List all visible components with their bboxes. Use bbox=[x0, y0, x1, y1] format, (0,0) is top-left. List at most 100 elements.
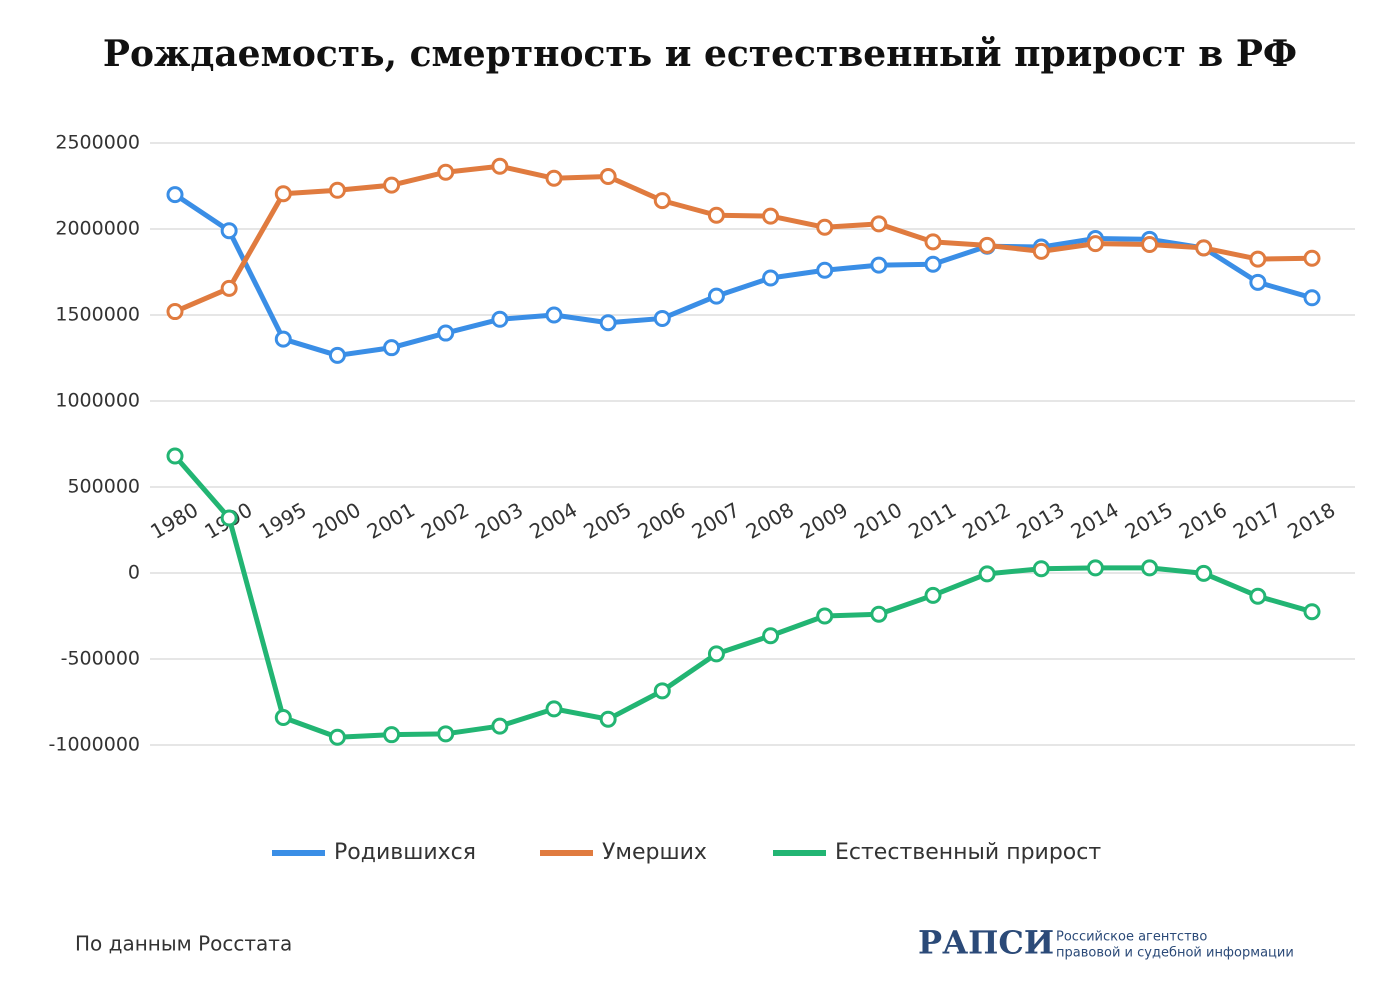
x-tick-label: 2005 bbox=[579, 498, 635, 544]
x-tick-label: 2017 bbox=[1229, 498, 1285, 544]
point bbox=[653, 682, 671, 700]
point bbox=[653, 309, 671, 327]
point bbox=[545, 700, 563, 718]
point bbox=[220, 509, 238, 527]
legend-label: Естественный прирост bbox=[835, 840, 1101, 865]
point bbox=[1303, 289, 1321, 307]
point bbox=[762, 627, 780, 645]
x-tick-label: 1980 bbox=[146, 498, 202, 544]
logo-text: Российское агентство bbox=[1056, 930, 1207, 945]
logo-text: правовой и судебной информации bbox=[1056, 946, 1294, 961]
y-tick-label: 500000 bbox=[67, 476, 140, 498]
x-tick-label: 2001 bbox=[363, 498, 419, 544]
point bbox=[274, 185, 292, 203]
point bbox=[220, 279, 238, 297]
x-tick-label: 2007 bbox=[688, 498, 744, 544]
point bbox=[924, 255, 942, 273]
point bbox=[383, 339, 401, 357]
logo: РАПСИ bbox=[918, 924, 1054, 962]
chart-title: Рождаемость, смертность и естественный п… bbox=[103, 33, 1297, 75]
point bbox=[707, 206, 725, 224]
y-tick-label: 1000000 bbox=[55, 390, 140, 412]
point bbox=[1249, 273, 1267, 291]
legend-label: Родившихся bbox=[334, 840, 476, 865]
point bbox=[762, 269, 780, 287]
x-tick-label: 2013 bbox=[1012, 498, 1068, 544]
point bbox=[599, 710, 617, 728]
point bbox=[274, 330, 292, 348]
point bbox=[1032, 242, 1050, 260]
y-tick-label: -1000000 bbox=[49, 734, 140, 756]
point bbox=[978, 565, 996, 583]
point bbox=[1086, 559, 1104, 577]
point bbox=[1032, 560, 1050, 578]
point bbox=[491, 157, 509, 175]
point bbox=[545, 169, 563, 187]
x-tick-label: 2012 bbox=[958, 498, 1014, 544]
x-tick-label: 2002 bbox=[417, 498, 473, 544]
series-line bbox=[174, 163, 1313, 314]
point bbox=[166, 447, 184, 465]
x-tick-label: 2014 bbox=[1067, 498, 1123, 544]
point bbox=[1141, 235, 1159, 253]
point bbox=[328, 346, 346, 364]
legend-label: Умерших bbox=[602, 840, 707, 865]
x-tick-label: 2008 bbox=[742, 498, 798, 544]
x-tick-label: 2006 bbox=[633, 498, 689, 544]
x-tick-label: 2018 bbox=[1283, 498, 1339, 544]
y-tick-label: -500000 bbox=[61, 648, 140, 670]
point bbox=[220, 222, 238, 240]
point bbox=[1303, 249, 1321, 267]
point bbox=[816, 261, 834, 279]
point bbox=[437, 324, 455, 342]
point bbox=[816, 607, 834, 625]
point bbox=[599, 314, 617, 332]
point bbox=[599, 168, 617, 186]
point bbox=[653, 192, 671, 210]
point bbox=[1195, 239, 1213, 257]
x-tick-label: 2000 bbox=[309, 498, 365, 544]
point bbox=[1303, 603, 1321, 621]
series-line bbox=[173, 454, 1313, 740]
point bbox=[383, 726, 401, 744]
point bbox=[762, 207, 780, 225]
x-tick-label: 2010 bbox=[850, 498, 906, 544]
source: По данным Росстата bbox=[75, 932, 292, 956]
y-tick-label: 2500000 bbox=[55, 132, 140, 154]
x-tick-label: 2004 bbox=[525, 498, 581, 544]
point bbox=[924, 233, 942, 251]
y-tick-label: 0 bbox=[128, 562, 140, 584]
point bbox=[1086, 235, 1104, 253]
point bbox=[924, 586, 942, 604]
point bbox=[707, 645, 725, 663]
y-tick-label: 2000000 bbox=[55, 218, 140, 240]
point bbox=[491, 310, 509, 328]
point bbox=[1249, 250, 1267, 268]
point bbox=[1141, 559, 1159, 577]
point bbox=[707, 287, 725, 305]
x-tick-label: 2003 bbox=[471, 498, 527, 544]
point bbox=[816, 218, 834, 236]
point bbox=[1249, 587, 1267, 605]
point bbox=[383, 176, 401, 194]
point bbox=[166, 303, 184, 321]
point bbox=[870, 256, 888, 274]
point bbox=[870, 215, 888, 233]
point bbox=[491, 717, 509, 735]
x-tick-label: 1995 bbox=[254, 498, 310, 544]
x-tick-label: 2009 bbox=[796, 498, 852, 544]
point bbox=[328, 728, 346, 746]
x-tick-label: 2016 bbox=[1175, 498, 1231, 544]
point bbox=[274, 708, 292, 726]
point bbox=[437, 163, 455, 181]
point bbox=[978, 236, 996, 254]
point bbox=[328, 181, 346, 199]
point bbox=[1195, 564, 1213, 582]
x-tick-label: 2011 bbox=[904, 498, 960, 544]
point bbox=[437, 725, 455, 743]
x-tick-label: 2015 bbox=[1121, 498, 1177, 544]
point bbox=[870, 605, 888, 623]
series-line bbox=[173, 192, 1313, 358]
point bbox=[545, 306, 563, 324]
